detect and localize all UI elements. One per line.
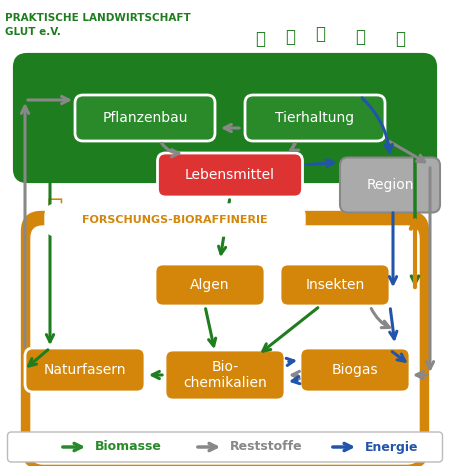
FancyBboxPatch shape: [31, 226, 419, 464]
FancyArrowPatch shape: [162, 143, 179, 157]
FancyArrowPatch shape: [63, 443, 81, 451]
Text: FORSCHUNGS-BIORAFFINERIE: FORSCHUNGS-BIORAFFINERIE: [82, 215, 268, 225]
FancyBboxPatch shape: [155, 264, 265, 306]
FancyArrowPatch shape: [291, 144, 299, 151]
FancyArrowPatch shape: [22, 106, 29, 347]
FancyArrowPatch shape: [416, 371, 427, 378]
Text: Biogas: Biogas: [332, 363, 378, 377]
FancyArrowPatch shape: [198, 443, 216, 451]
Text: Bio-: Bio-: [212, 360, 239, 374]
FancyArrowPatch shape: [427, 168, 434, 369]
FancyArrowPatch shape: [206, 308, 216, 346]
Text: 🏠: 🏠: [315, 25, 325, 43]
FancyBboxPatch shape: [45, 204, 305, 236]
FancyArrowPatch shape: [263, 308, 318, 351]
FancyArrowPatch shape: [292, 371, 299, 378]
FancyArrowPatch shape: [389, 141, 425, 162]
Text: 🌲: 🌲: [285, 28, 295, 46]
FancyArrowPatch shape: [411, 220, 419, 287]
Text: Region: Region: [366, 178, 414, 192]
Text: PRAKTISCHE LANDWIRTSCHAFT: PRAKTISCHE LANDWIRTSCHAFT: [5, 13, 191, 23]
Text: 📡: 📡: [355, 28, 365, 46]
FancyBboxPatch shape: [280, 264, 390, 306]
FancyArrowPatch shape: [389, 213, 396, 284]
FancyArrowPatch shape: [362, 98, 392, 152]
Text: Biomasse: Biomasse: [95, 440, 162, 453]
Text: 🏭: 🏭: [47, 196, 63, 224]
Text: Insekten: Insekten: [306, 278, 364, 292]
FancyBboxPatch shape: [165, 350, 285, 400]
FancyArrowPatch shape: [28, 96, 69, 103]
Text: Pflanzenbau: Pflanzenbau: [102, 111, 188, 125]
FancyBboxPatch shape: [25, 215, 425, 465]
FancyBboxPatch shape: [75, 95, 215, 141]
FancyArrowPatch shape: [29, 350, 48, 366]
Text: GLUT e.V.: GLUT e.V.: [5, 27, 61, 37]
Text: 🚜: 🚜: [395, 30, 405, 48]
FancyArrowPatch shape: [390, 309, 397, 339]
Text: 🌲: 🌲: [255, 30, 265, 48]
Text: Algen: Algen: [190, 278, 230, 292]
Text: Naturfasern: Naturfasern: [44, 363, 126, 377]
FancyBboxPatch shape: [245, 95, 385, 141]
FancyBboxPatch shape: [158, 153, 302, 197]
FancyArrowPatch shape: [292, 377, 300, 384]
FancyBboxPatch shape: [340, 158, 440, 212]
Text: Reststoffe: Reststoffe: [230, 440, 302, 453]
Text: Tierhaltung: Tierhaltung: [275, 111, 355, 125]
FancyArrowPatch shape: [390, 114, 408, 122]
FancyArrowPatch shape: [219, 200, 230, 254]
FancyArrowPatch shape: [306, 159, 334, 167]
Text: chemikalien: chemikalien: [183, 376, 267, 390]
FancyArrowPatch shape: [152, 371, 162, 378]
FancyArrowPatch shape: [46, 145, 54, 342]
FancyBboxPatch shape: [300, 348, 410, 392]
Text: Energie: Energie: [365, 440, 419, 453]
Text: Lebensmittel: Lebensmittel: [185, 168, 275, 182]
FancyArrowPatch shape: [411, 121, 418, 283]
FancyArrowPatch shape: [371, 308, 389, 328]
FancyArrowPatch shape: [333, 443, 351, 451]
FancyBboxPatch shape: [15, 55, 435, 181]
FancyBboxPatch shape: [8, 432, 442, 462]
FancyArrowPatch shape: [56, 138, 72, 145]
FancyArrowPatch shape: [221, 106, 236, 114]
FancyBboxPatch shape: [25, 348, 145, 392]
FancyArrowPatch shape: [286, 358, 294, 365]
FancyArrowPatch shape: [392, 352, 405, 361]
FancyArrowPatch shape: [224, 124, 239, 131]
